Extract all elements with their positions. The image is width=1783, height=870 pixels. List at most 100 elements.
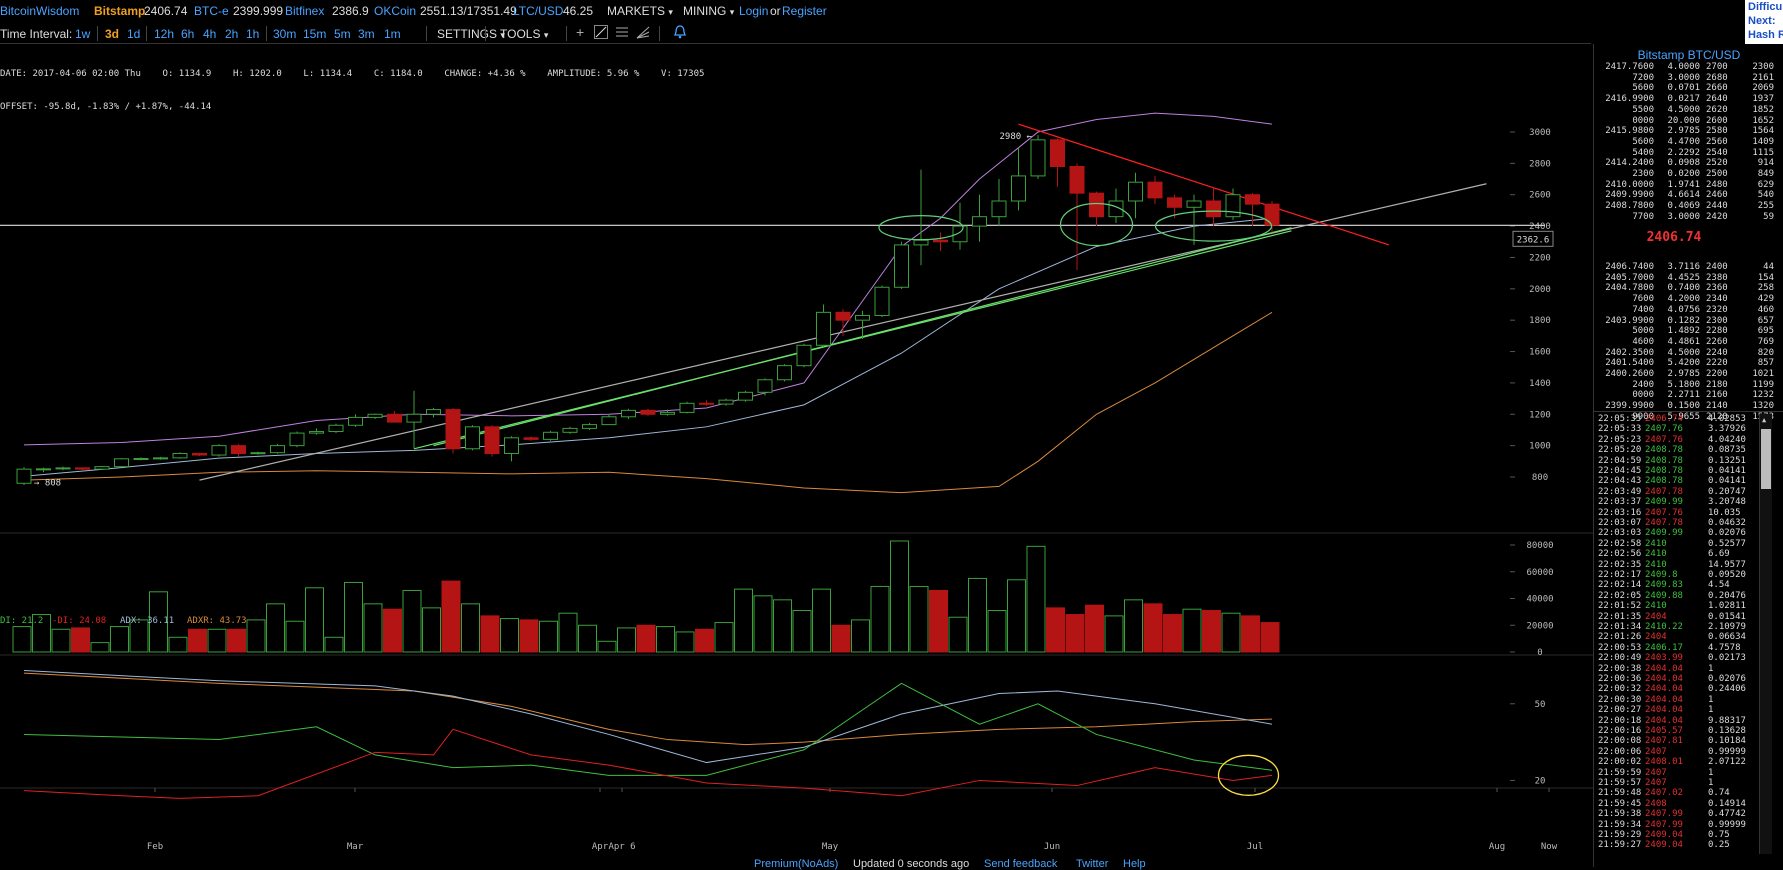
fib-tool-icon[interactable] — [615, 25, 629, 42]
help-link[interactable]: Help — [1123, 858, 1146, 870]
volume-bar-up — [714, 622, 734, 653]
volume-bar-up — [948, 616, 968, 653]
trade-cell: 0.20747 — [1708, 486, 1746, 497]
volume-bar-up — [539, 620, 558, 653]
interval-1m[interactable]: 1m — [384, 27, 401, 41]
candle-up — [1108, 200, 1124, 218]
volume-bar-down — [227, 628, 246, 653]
trade-cell: 2408.78 — [1645, 476, 1683, 487]
or-text: or — [770, 4, 781, 18]
hashrate-label: Hash R — [1748, 29, 1783, 41]
price-axis-label: 1800 — [1529, 316, 1551, 326]
candle-down — [1050, 139, 1065, 168]
price-chart[interactable]: 3000 2800 2600 2400 2200 2000 1800 1600 1400 1200… — [0, 44, 1593, 867]
interval-30m[interactable]: 30m — [273, 27, 297, 41]
bid-cell: 3.7116 — [1667, 262, 1700, 272]
scroll-thumb[interactable] — [1761, 429, 1771, 489]
feedback-link[interactable]: Send feedback — [984, 858, 1058, 870]
line-tool-icon[interactable] — [594, 25, 608, 42]
settings-menu[interactable]: SETTINGS ▾ — [437, 27, 505, 41]
trades-scrollbar[interactable]: ▲ — [1759, 414, 1772, 854]
price-axis-label: 1000 — [1529, 442, 1551, 452]
ask-cell: 2620 — [1706, 104, 1728, 115]
bid-cell: 2300 — [1706, 315, 1728, 326]
trade-cell: 3.20748 — [1708, 497, 1746, 508]
alert-bell-icon[interactable] — [674, 25, 686, 42]
interval-5m[interactable]: 5m — [334, 27, 351, 41]
trade-cell: 2408.78 — [1645, 445, 1683, 456]
trade-cell: 3.37926 — [1708, 424, 1746, 435]
trade-cell: 22:00:49 — [1598, 653, 1642, 664]
indicator-legend-item: ADX: 36.11 — [120, 616, 174, 626]
premium-link[interactable]: Premium(NoAds) — [754, 858, 839, 870]
mining-menu[interactable]: MINING ▾ — [683, 4, 734, 18]
trade-cell: 2407.78 — [1645, 486, 1683, 497]
interval-3m[interactable]: 3m — [358, 27, 375, 41]
interval-4h[interactable]: 4h — [203, 27, 217, 41]
brand-logo[interactable]: BitcoinWisdom — [0, 4, 80, 18]
interval-12h[interactable]: 12h — [154, 27, 175, 41]
interval-6h[interactable]: 6h — [181, 27, 195, 41]
candle-up — [621, 409, 636, 418]
trade-cell: 2404.04 — [1645, 663, 1683, 674]
candle-down — [640, 409, 656, 415]
bid-cell: 2160 — [1706, 390, 1728, 401]
candle-up — [367, 413, 383, 418]
volume-bar-down — [1085, 604, 1104, 653]
interval-15m[interactable]: 15m — [303, 27, 327, 41]
interval-1h[interactable]: 1h — [246, 27, 260, 41]
login-link[interactable]: Login — [739, 4, 769, 18]
time-axis-label: Now — [1541, 842, 1558, 852]
candle-down — [484, 426, 500, 454]
volume-bar-down — [480, 615, 500, 653]
ask-cell: 2.2292 — [1667, 147, 1700, 158]
ticker-bitstamp-name[interactable]: Bitstamp — [94, 4, 146, 18]
volume-bar-up — [305, 587, 324, 653]
mining-menu-label: MINING — [683, 4, 727, 18]
interval-1w[interactable]: 1w — [75, 27, 91, 41]
fan-tool-icon[interactable] — [636, 25, 650, 42]
volume-bar-up — [1182, 608, 1202, 653]
ask-cell: 2408.7800 — [1605, 201, 1654, 212]
difficulty-label: Difficu — [1748, 1, 1783, 13]
top-navigation-bar: BitcoinWisdom Bitstamp 2406.74 BTC-e 239… — [0, 0, 1745, 22]
volume-bar-up — [1124, 599, 1143, 653]
ask-cell: 2300 — [1752, 62, 1774, 72]
ask-cell: 1652 — [1752, 115, 1774, 126]
price-axis-label: 2400 — [1529, 222, 1551, 232]
interval-2h[interactable]: 2h — [225, 27, 239, 41]
register-link[interactable]: Register — [782, 4, 827, 18]
ask-cell: 629 — [1757, 179, 1774, 190]
trade-cell: 22:05:35 — [1598, 414, 1642, 424]
price-axis-label: 1600 — [1529, 348, 1551, 358]
ticker-ltcusd-name[interactable]: LTC/USD — [513, 4, 564, 18]
candle-up — [94, 466, 110, 470]
trade-cell: 2405.57 — [1645, 726, 1683, 736]
tools-menu[interactable]: TOOLS ▾ — [500, 27, 548, 41]
bid-cell: 2280 — [1706, 326, 1728, 337]
candle-down — [231, 445, 246, 454]
recent-trades-list[interactable]: 22:05:35 2406.74 4.02853 22:05:33 2407.76 3.3… — [1594, 414, 1769, 854]
trade-cell: 4.02853 — [1708, 414, 1746, 424]
ticker-okcoin-name[interactable]: OKCoin — [374, 4, 417, 18]
interval-3d[interactable]: 3d — [105, 27, 120, 41]
scroll-up-icon[interactable]: ▲ — [1762, 416, 1767, 424]
bid-cell: 4.0756 — [1667, 304, 1700, 315]
bid-cell: 2400 — [1706, 262, 1728, 272]
trade-cell: 2404.04 — [1645, 674, 1683, 684]
ask-cell: 2161 — [1752, 72, 1774, 83]
bid-cell: 4.5000 — [1667, 347, 1700, 358]
ask-cell: 1564 — [1752, 126, 1774, 137]
crosshair-tool-icon[interactable]: + — [576, 24, 585, 40]
bid-cell: 2340 — [1706, 294, 1728, 305]
candle-up — [562, 427, 578, 433]
markets-menu[interactable]: MARKETS ▾ — [607, 4, 673, 18]
interval-1d[interactable]: 1d — [127, 27, 141, 41]
ticker-bitfinex-name[interactable]: Bitfinex — [285, 4, 325, 18]
trade-cell: 0.02173 — [1708, 653, 1746, 664]
volume-bar-up — [266, 603, 285, 653]
twitter-link[interactable]: Twitter — [1076, 858, 1109, 870]
time-axis-label: Feb — [147, 842, 163, 852]
candle-up — [991, 200, 1007, 218]
ticker-btce-name[interactable]: BTC-e — [194, 4, 229, 18]
